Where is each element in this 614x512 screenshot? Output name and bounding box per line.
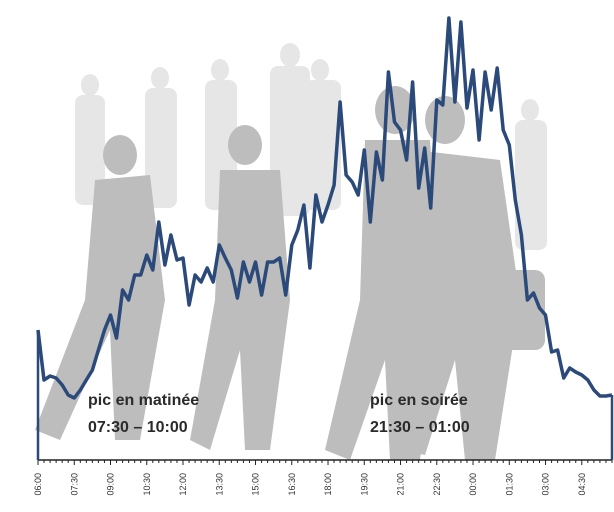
x-tick-label: 03:00 [541, 473, 551, 496]
x-tick-label: 16:30 [287, 473, 297, 496]
x-tick-label: 10:30 [142, 473, 152, 496]
annotation: pic en soirée [370, 392, 468, 409]
x-tick-label: 18:00 [323, 473, 333, 496]
x-tick-label: 22:30 [432, 473, 442, 496]
annotation: pic en matinée [88, 392, 199, 409]
x-tick-label: 09:00 [106, 473, 116, 496]
x-tick-label: 06:00 [33, 473, 43, 496]
chart: 06:00 07:30 09:00 10:30 12:00 13:30 15:00 16:30… [0, 0, 614, 512]
x-tick-label: 04:30 [577, 473, 587, 496]
x-tick-label: 07:30 [69, 473, 79, 496]
x-tick-label: 12:00 [178, 473, 188, 496]
x-tick-label: 19:30 [359, 473, 369, 496]
x-tick-label: 15:00 [251, 473, 261, 496]
x-tick-label: 21:00 [396, 473, 406, 496]
x-tick-label: 01:30 [504, 473, 514, 496]
annotation: 21:30 – 01:00 [370, 419, 470, 436]
x-tick-label: 00:00 [468, 473, 478, 496]
annotation: 07:30 – 10:00 [88, 419, 188, 436]
x-tick-label: 13:30 [214, 473, 224, 496]
